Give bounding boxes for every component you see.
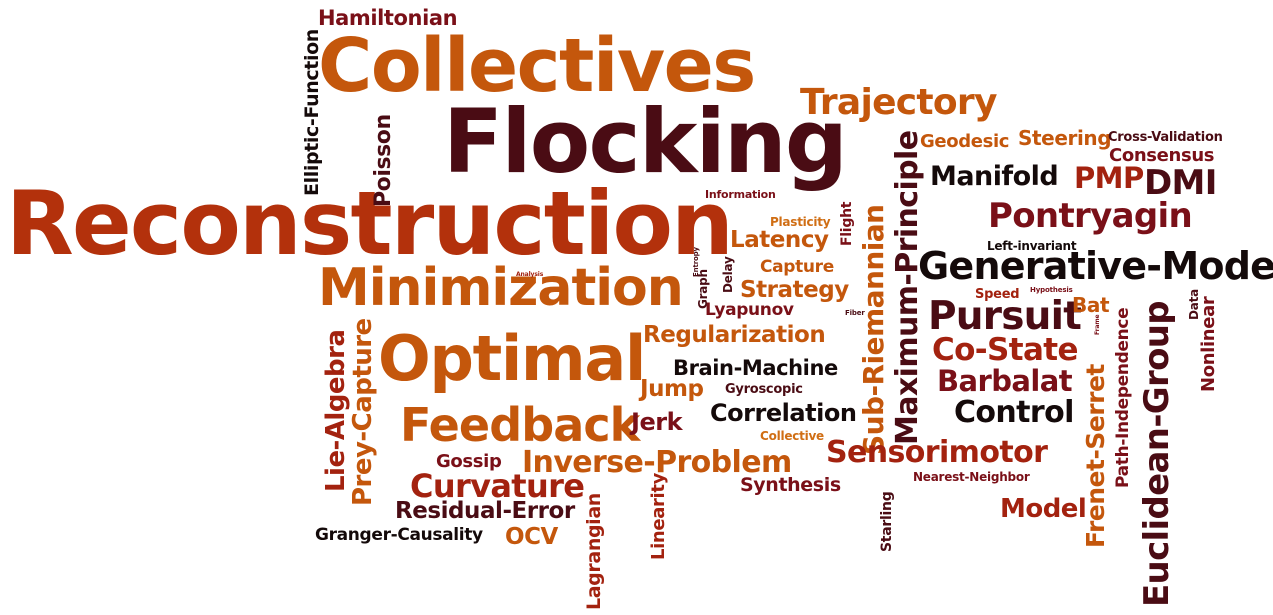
word-steering: Steering xyxy=(1018,126,1112,150)
word-barbalat: Barbalat xyxy=(937,364,1073,398)
word-ocv: OCV xyxy=(505,524,558,550)
word-fiber: Fiber xyxy=(845,309,865,317)
word-hypothesis: Hypothesis xyxy=(1030,286,1073,294)
word-strategy: Strategy xyxy=(740,277,849,303)
word-jerk: Jerk xyxy=(631,408,683,436)
word-reconstruction: Reconstruction xyxy=(6,172,734,275)
word-lagrangian: Lagrangian xyxy=(583,493,605,610)
word-co-state: Co-State xyxy=(932,332,1078,368)
word-flight: Flight xyxy=(839,201,855,246)
word-dmi: DMI xyxy=(1144,163,1217,203)
word-generative-model: Generative-Model xyxy=(918,244,1273,288)
word-residual-error: Residual-Error xyxy=(395,498,575,524)
word-feedback: Feedback xyxy=(400,398,640,452)
word-gyroscopic: Gyroscopic xyxy=(725,382,803,397)
word-regularization: Regularization xyxy=(643,322,826,348)
word-collective: Collective xyxy=(760,429,824,443)
word-plasticity: Plasticity xyxy=(770,215,831,229)
word-collectives: Collectives xyxy=(318,23,756,109)
word-inverse-problem: Inverse-Problem xyxy=(522,445,792,480)
word-nonlinear: Nonlinear xyxy=(1198,296,1219,392)
word-speed: Speed xyxy=(975,287,1020,302)
word-elliptic-function: Elliptic-Function xyxy=(301,29,323,196)
word-frame: Frame xyxy=(1094,314,1101,335)
word-brain-machine: Brain-Machine xyxy=(673,356,838,380)
word-granger-causality: Granger-Causality xyxy=(315,525,483,545)
word-gossip: Gossip xyxy=(436,451,502,472)
word-information: Information xyxy=(705,188,776,201)
word-jump: Jump xyxy=(640,376,704,402)
word-cross-validation: Cross-Validation xyxy=(1108,130,1223,145)
word-correlation: Correlation xyxy=(710,399,857,427)
word-optimal: Optimal xyxy=(378,322,646,395)
word-flocking: Flocking xyxy=(443,90,848,193)
word-model: Model xyxy=(1000,494,1087,524)
word-manifold: Manifold xyxy=(930,161,1059,192)
word-geodesic: Geodesic xyxy=(920,131,1010,152)
word-trajectory: Trajectory xyxy=(800,82,997,123)
word-synthesis: Synthesis xyxy=(740,474,841,496)
word-prey-capture: Prey-Capture xyxy=(348,318,378,506)
word-entropy: Entropy xyxy=(692,247,700,277)
word-analysis: Analysis xyxy=(516,271,544,278)
word-left-invariant: Left-invariant xyxy=(987,239,1077,253)
word-pursuit: Pursuit xyxy=(928,294,1082,339)
word-lyapunov: Lyapunov xyxy=(705,300,794,320)
word-latency: Latency xyxy=(730,227,829,253)
word-control: Control xyxy=(954,395,1074,430)
word-euclidean-group: Euclidean-Group xyxy=(1137,301,1177,607)
word-pmp: PMP xyxy=(1074,161,1144,195)
word-hamiltonian: Hamiltonian xyxy=(318,6,458,30)
word-nearest-neighbor: Nearest-Neighbor xyxy=(913,470,1030,484)
word-frenet-serret: Frenet-Serret xyxy=(1081,364,1110,548)
word-consensus: Consensus xyxy=(1109,145,1215,166)
word-capture: Capture xyxy=(760,257,834,277)
word-starling: Starling xyxy=(879,491,895,552)
word-sub-riemannian: Sub-Riemannian xyxy=(857,204,890,455)
word-curvature: Curvature xyxy=(410,467,585,505)
word-pontryagin: Pontryagin xyxy=(988,196,1193,236)
word-bat: Bat xyxy=(1072,293,1110,317)
word-delay: Delay xyxy=(721,256,735,293)
word-poisson: Poisson xyxy=(371,114,396,207)
word-sensorimotor: Sensorimotor xyxy=(826,435,1048,470)
word-path-independence: Path-Independence xyxy=(1113,307,1133,488)
word-minimization: Minimization xyxy=(318,258,684,318)
word-lie-algebra: Lie-Algebra xyxy=(321,329,351,492)
word-linearity: Linearity xyxy=(648,473,669,560)
